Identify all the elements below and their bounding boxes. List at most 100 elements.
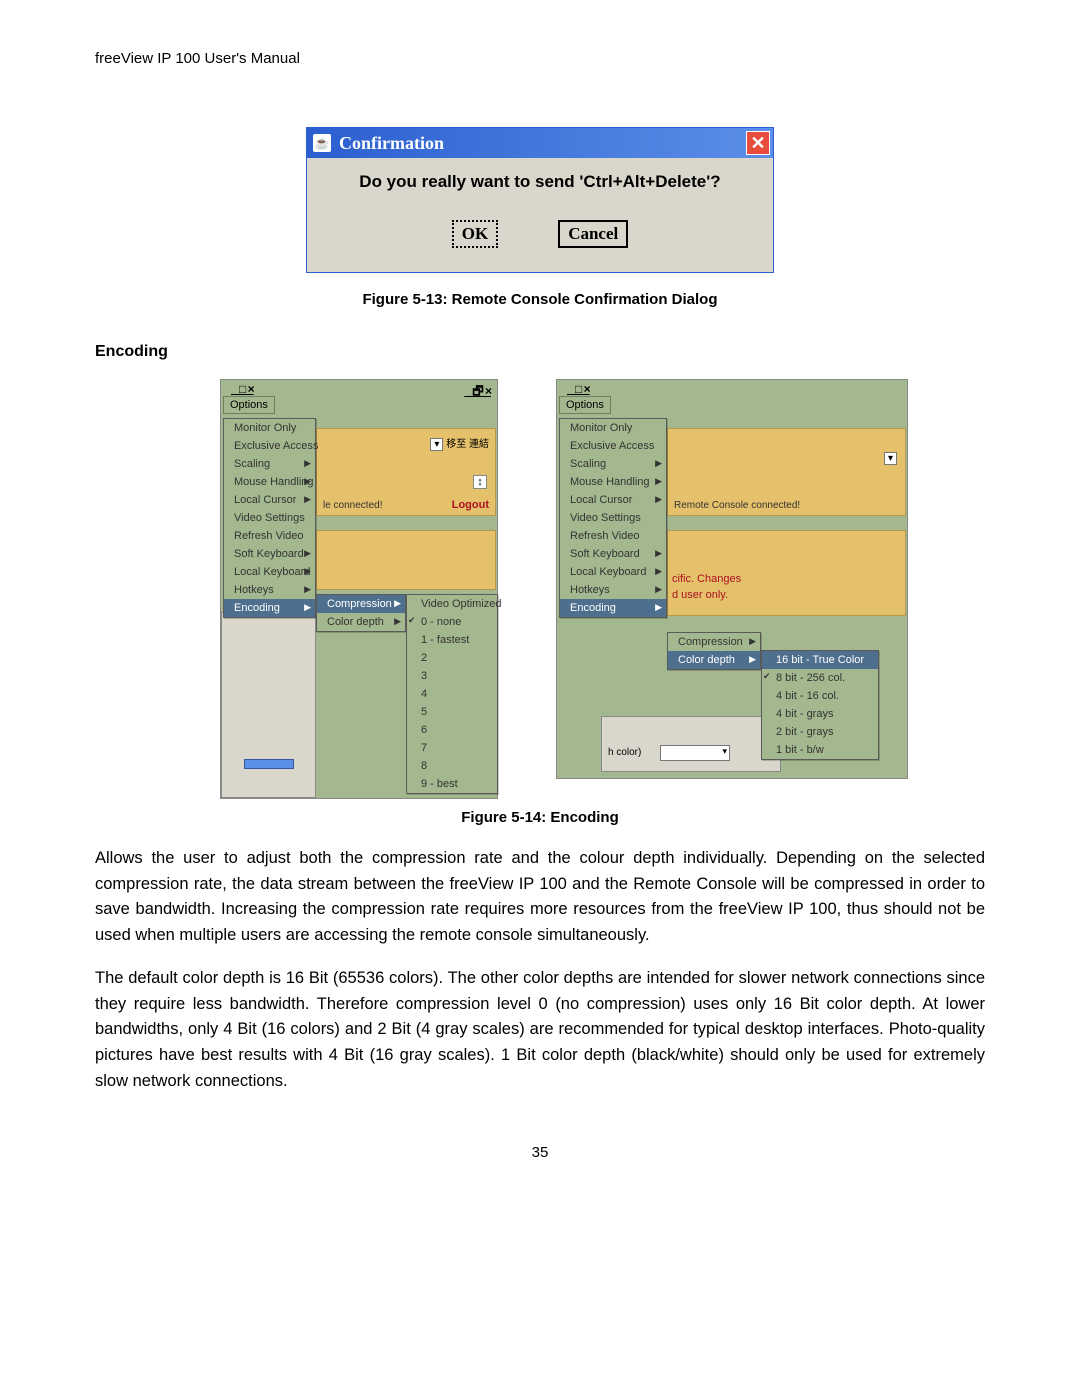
menu-item[interactable]: Encoding▶: [224, 599, 315, 617]
menu-item[interactable]: 4 bit - 16 col.: [762, 687, 878, 705]
logout-link[interactable]: Logout: [452, 499, 489, 511]
compression-menu[interactable]: Video Optimized0 - none✔1 - fastest23456…: [406, 594, 498, 794]
paragraph-1: Allows the user to adjust both the compr…: [95, 846, 985, 948]
menu-item[interactable]: Soft Keyboard▶: [224, 545, 315, 563]
menu-item[interactable]: Local Cursor▶: [224, 491, 315, 509]
menu-item[interactable]: Hotkeys▶: [560, 581, 666, 599]
menu-item[interactable]: Exclusive Access: [560, 437, 666, 455]
menu-item[interactable]: 1 bit - b/w: [762, 741, 878, 759]
options-tab[interactable]: Options: [559, 396, 611, 414]
selection-indicator: [244, 759, 294, 769]
menu-item[interactable]: Scaling▶: [560, 455, 666, 473]
menu-item[interactable]: 4 bit - grays: [762, 705, 878, 723]
submenu-arrow-icon: ▶: [304, 476, 311, 487]
menu-item[interactable]: 2: [407, 649, 497, 667]
dropdown-icon[interactable]: ▾: [430, 438, 443, 451]
menu-item[interactable]: 3: [407, 667, 497, 685]
dialog-body: Do you really want to send 'Ctrl+Alt+Del…: [307, 158, 773, 272]
submenu-arrow-icon: ▶: [304, 584, 311, 595]
menu-item[interactable]: Local Keyboard▶: [560, 563, 666, 581]
java-icon: ☕: [313, 134, 331, 152]
submenu-arrow-icon: ▶: [655, 602, 662, 613]
menu-item[interactable]: Compression▶: [668, 633, 760, 651]
screenshot-left: _ □ × _ 🗗 × Options ▾ 移至 連結 ↕ le connect…: [220, 379, 498, 799]
confirmation-dialog-figure: ☕ Confirmation ✕ Do you really want to s…: [95, 127, 985, 273]
check-icon: ✔: [763, 671, 771, 682]
menu-item[interactable]: Local Cursor▶: [560, 491, 666, 509]
options-menu[interactable]: Monitor OnlyExclusive AccessScaling▶Mous…: [223, 418, 316, 618]
submenu-arrow-icon: ▶: [749, 636, 756, 647]
menu-item[interactable]: Compression▶: [317, 595, 405, 613]
sidebar-panel: [221, 612, 316, 798]
changes-text: cific. Changes: [672, 573, 741, 585]
swap-icon: ↕: [473, 475, 487, 489]
cancel-button[interactable]: Cancel: [558, 220, 628, 248]
menu-item[interactable]: 2 bit - grays: [762, 723, 878, 741]
menu-item[interactable]: Hotkeys▶: [224, 581, 315, 599]
dropdown-icon[interactable]: ▾: [884, 452, 897, 465]
menu-item[interactable]: 6: [407, 721, 497, 739]
options-menu[interactable]: Monitor OnlyExclusive AccessScaling▶Mous…: [559, 418, 667, 618]
submenu-arrow-icon: ▶: [655, 458, 662, 469]
moveto-label: 移至: [446, 439, 466, 450]
figure-5-14-caption: Figure 5-14: Encoding: [95, 809, 985, 826]
page-number: 35: [95, 1144, 985, 1161]
submenu-arrow-icon: ▶: [655, 476, 662, 487]
check-icon: ✔: [408, 615, 416, 626]
menu-item[interactable]: 5: [407, 703, 497, 721]
menu-item[interactable]: 8 bit - 256 col.✔: [762, 669, 878, 687]
submenu-arrow-icon: ▶: [749, 654, 756, 665]
menu-item[interactable]: Color depth▶: [317, 613, 405, 631]
menu-item[interactable]: 1 - fastest: [407, 631, 497, 649]
menu-item[interactable]: Video Optimized: [407, 595, 497, 613]
menu-item[interactable]: 16 bit - True Color: [762, 651, 878, 669]
menu-item[interactable]: Encoding▶: [560, 599, 666, 617]
menu-item[interactable]: 7: [407, 739, 497, 757]
submenu-arrow-icon: ▶: [304, 494, 311, 505]
color-dropdown[interactable]: ▾: [660, 745, 730, 761]
page-header: freeView IP 100 User's Manual: [95, 50, 985, 67]
menu-item[interactable]: Mouse Handling▶: [560, 473, 666, 491]
encoding-submenu[interactable]: Compression▶Color depth▶: [667, 632, 761, 670]
submenu-arrow-icon: ▶: [304, 548, 311, 559]
menu-item[interactable]: Monitor Only: [560, 419, 666, 437]
colordepth-menu[interactable]: 16 bit - True Color8 bit - 256 col.✔4 bi…: [761, 650, 879, 760]
encoding-heading: Encoding: [95, 343, 985, 361]
menu-item[interactable]: Monitor Only: [224, 419, 315, 437]
submenu-arrow-icon: ▶: [655, 494, 662, 505]
menu-item[interactable]: 8: [407, 757, 497, 775]
window-controls-icon: _ □ ×: [231, 382, 254, 396]
menu-item[interactable]: Scaling▶: [224, 455, 315, 473]
figure-5-13-caption: Figure 5-13: Remote Console Confirmation…: [95, 291, 985, 308]
menu-item[interactable]: Mouse Handling▶: [224, 473, 315, 491]
encoding-submenu[interactable]: Compression▶Color depth▶: [316, 594, 406, 632]
submenu-arrow-icon: ▶: [304, 458, 311, 469]
menu-item[interactable]: Soft Keyboard▶: [560, 545, 666, 563]
menu-item[interactable]: Exclusive Access: [224, 437, 315, 455]
submenu-arrow-icon: ▶: [304, 602, 311, 613]
browser-toolbar-area: ▾ Remote Console connected!: [667, 428, 906, 516]
menu-item[interactable]: Refresh Video: [224, 527, 315, 545]
menu-item[interactable]: 0 - none✔: [407, 613, 497, 631]
hcolor-label: h color): [608, 747, 641, 758]
submenu-arrow-icon: ▶: [655, 584, 662, 595]
menu-item[interactable]: Color depth▶: [668, 651, 760, 669]
dialog-message: Do you really want to send 'Ctrl+Alt+Del…: [317, 172, 763, 192]
user-only-text: d user only.: [672, 589, 728, 601]
menu-item[interactable]: Local Keyboard▶: [224, 563, 315, 581]
submenu-arrow-icon: ▶: [304, 566, 311, 577]
menu-item[interactable]: 9 - best: [407, 775, 497, 793]
confirmation-dialog: ☕ Confirmation ✕ Do you really want to s…: [306, 127, 774, 273]
screenshot-right: _ □ × Options ▾ Remote Console connected…: [556, 379, 908, 779]
window-controls-icon: _ □ ×: [567, 382, 590, 396]
options-tab[interactable]: Options: [223, 396, 275, 414]
menu-item[interactable]: Refresh Video: [560, 527, 666, 545]
menu-item[interactable]: Video Settings: [224, 509, 315, 527]
encoding-screenshots: _ □ × _ 🗗 × Options ▾ 移至 連結 ↕ le connect…: [143, 379, 985, 799]
ok-button[interactable]: OK: [452, 220, 498, 248]
menu-item[interactable]: Video Settings: [560, 509, 666, 527]
close-button[interactable]: ✕: [746, 131, 770, 155]
link-label: 連結: [469, 439, 489, 450]
submenu-arrow-icon: ▶: [394, 598, 401, 609]
menu-item[interactable]: 4: [407, 685, 497, 703]
